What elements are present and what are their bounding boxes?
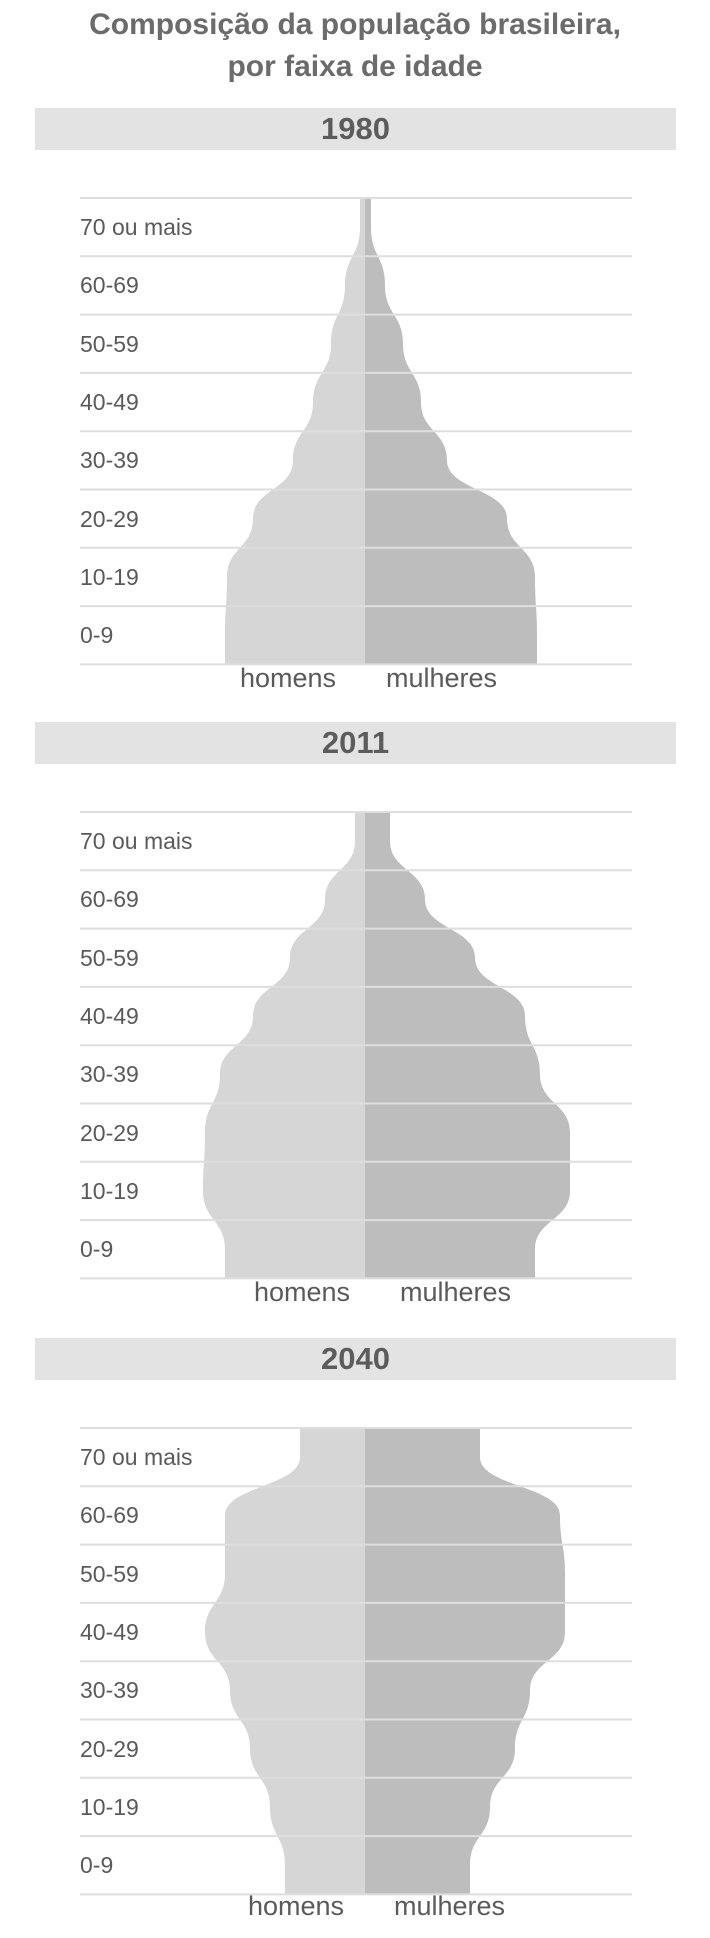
age-label-2040: 30-39: [80, 1677, 139, 1704]
age-label-2011: 40-49: [80, 1003, 139, 1030]
age-label-2040: 0-9: [80, 1852, 114, 1879]
men-label-2011: homens: [254, 1277, 351, 1307]
age-label-2011: 30-39: [80, 1061, 139, 1088]
age-label-2011: 20-29: [80, 1119, 139, 1146]
women-label-2011: mulheres: [400, 1277, 512, 1307]
age-label-1980: 20-29: [80, 505, 139, 532]
chart-title-line-2: por faixa de idade: [227, 50, 483, 83]
age-label-2011: 0-9: [80, 1236, 114, 1263]
women-label-1980: mulheres: [386, 663, 498, 693]
age-label-2011: 10-19: [80, 1177, 139, 1204]
pyramid-chart-2040: [80, 1427, 632, 1896]
age-label-2040: 20-29: [80, 1735, 139, 1762]
age-label-2040: 40-49: [80, 1619, 139, 1646]
age-label-2011: 50-59: [80, 944, 139, 971]
pyramid-panel-2011: 2011 0-9 10-19 20-29 30-39 40-49 50-59 60-69 70…: [0, 722, 710, 1322]
age-label-2011: 70 ou mais: [80, 828, 193, 855]
pyramid-chart-2011: [80, 811, 632, 1280]
year-band-2011: 2011: [35, 722, 676, 764]
chart-title-line-1: Composição da população brasileira,: [89, 8, 621, 41]
pyramid-panel-1980: 1980 0-9 10-19 20-29 30-39 40-49 50-59 60-69 70…: [0, 108, 710, 708]
age-label-1980: 60-69: [80, 272, 139, 299]
age-label-2040: 50-59: [80, 1560, 139, 1587]
age-label-1980: 40-49: [80, 389, 139, 416]
women-label-2040: mulheres: [394, 1891, 506, 1921]
men-label-1980: homens: [240, 663, 337, 693]
chart-title: Composição da população brasileira, por …: [0, 4, 710, 88]
age-label-1980: 30-39: [80, 447, 139, 474]
age-label-2040: 60-69: [80, 1502, 139, 1529]
age-label-2040: 10-19: [80, 1793, 139, 1820]
age-label-2011: 60-69: [80, 886, 139, 913]
age-label-1980: 50-59: [80, 330, 139, 357]
age-label-2040: 70 ou mais: [80, 1444, 193, 1471]
men-label-2040: homens: [248, 1891, 345, 1921]
age-label-1980: 0-9: [80, 622, 114, 649]
age-label-1980: 70 ou mais: [80, 214, 193, 241]
year-band-2040: 2040: [35, 1338, 676, 1380]
year-band-1980: 1980: [35, 108, 676, 150]
age-label-1980: 10-19: [80, 563, 139, 590]
pyramid-chart-1980: [80, 197, 632, 666]
pyramid-panel-2040: 2040 0-9 10-19 20-29 30-39 40-49 50-59 60-69 70…: [0, 1338, 710, 1938]
